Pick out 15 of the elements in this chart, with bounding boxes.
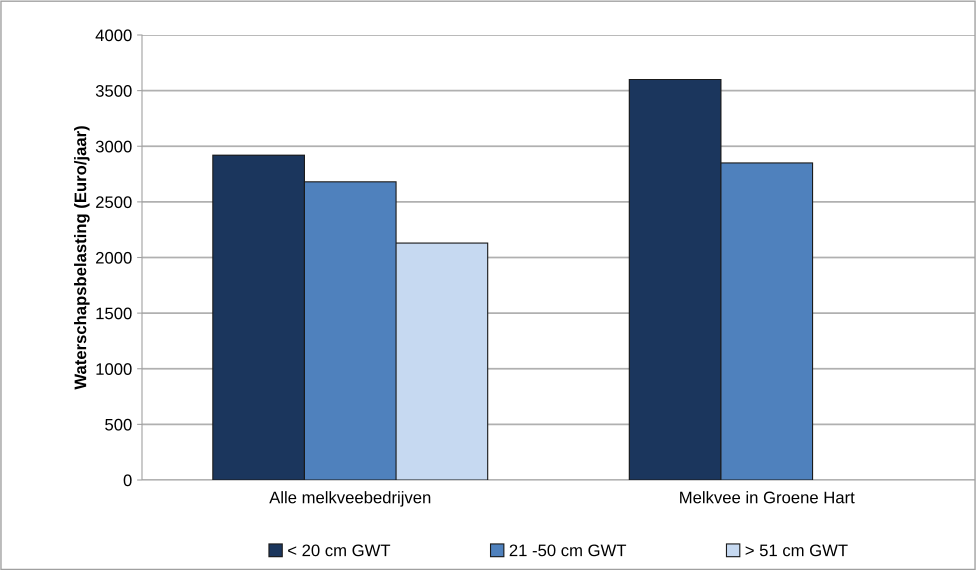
y-tick-label: 500 xyxy=(105,418,132,431)
y-tick-label: 1000 xyxy=(96,363,132,375)
y-tick-label: 3500 xyxy=(96,85,132,97)
y-tick-label: 1500 xyxy=(96,308,132,320)
y-tick-label: 2000 xyxy=(96,252,132,264)
legend-label: < 20 cm GWT xyxy=(288,544,390,556)
legend-label: > 51 cm GWT xyxy=(746,544,848,556)
y-tick-label: 2500 xyxy=(96,196,132,208)
x-tick-label: Alle melkveebedrijven xyxy=(269,491,430,507)
y-tick-label: 3000 xyxy=(96,140,132,152)
legend-label: 21 -50 cm GWT xyxy=(510,544,626,556)
x-tick-label: Melkvee in Groene Hart xyxy=(680,491,855,504)
y-axis-title: Waterschapsbelasting (Euro/jaar) xyxy=(74,126,90,390)
y-tick-label: 0 xyxy=(124,474,132,486)
y-tick-label: 4000 xyxy=(96,29,132,42)
